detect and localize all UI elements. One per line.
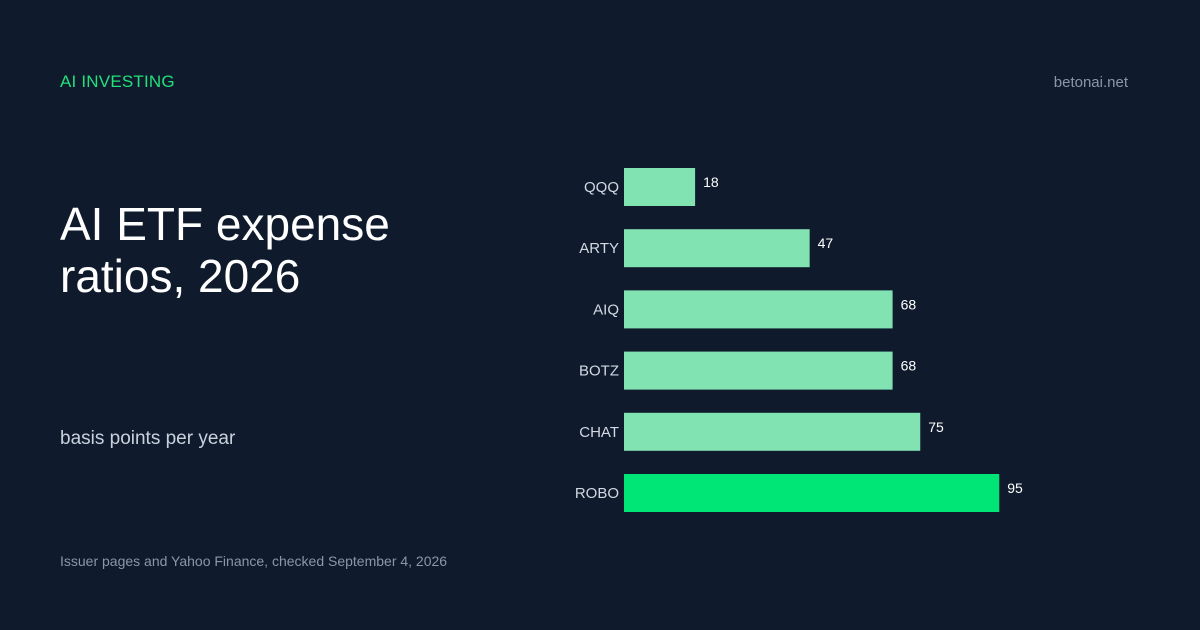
source-note: Issuer pages and Yahoo Finance, checked … (60, 553, 448, 569)
bar-botz (624, 351, 893, 390)
category-label: BOTZ (579, 363, 619, 380)
bar-arty (624, 229, 810, 268)
bar-aiq (624, 290, 893, 329)
bar-chart: QQQ 18 ARTY 47 AIQ 68 BOTZ 68 CHAT 75 ROBO 95 (575, 168, 1023, 512)
site-name: betonai.net (1053, 74, 1128, 91)
chart-subtitle: basis points per year (60, 428, 236, 449)
value-label: 95 (1007, 480, 1023, 496)
value-label: 68 (901, 296, 917, 312)
category-label: QQQ (584, 179, 619, 196)
category-label: ROBO (575, 485, 619, 502)
category-label: AIQ (593, 301, 619, 318)
bar-robo (624, 474, 1000, 512)
bar-qqq (624, 168, 696, 206)
value-label: 47 (818, 235, 834, 251)
category-label: CHAT (579, 424, 619, 441)
chart-title: AI ETF expense ratios, 2026 (60, 198, 390, 302)
bar-chat (624, 412, 921, 451)
kicker-label: AI INVESTING (60, 72, 175, 91)
value-label: 18 (703, 174, 719, 190)
value-label: 75 (928, 419, 944, 435)
category-label: ARTY (579, 240, 619, 257)
value-label: 68 (901, 358, 917, 374)
